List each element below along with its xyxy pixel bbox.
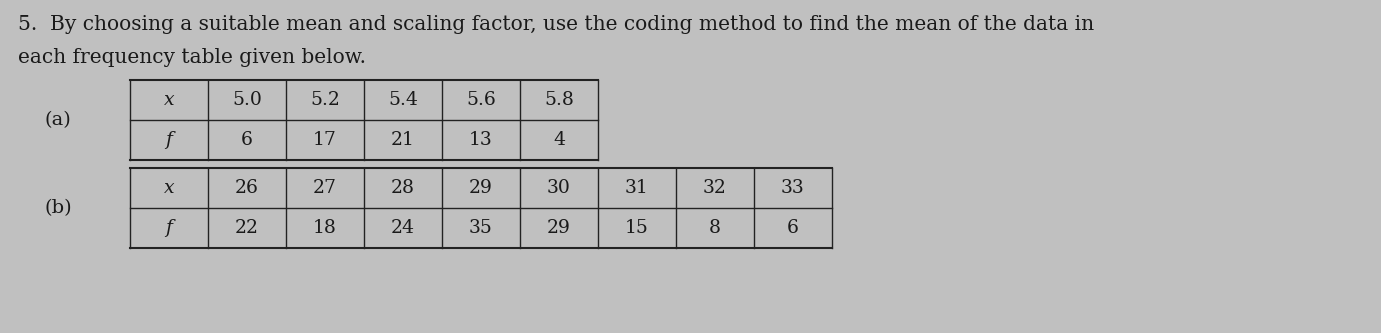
- Text: each frequency table given below.: each frequency table given below.: [18, 48, 366, 67]
- Text: 29: 29: [470, 179, 493, 197]
- Text: 21: 21: [391, 131, 414, 149]
- Text: x: x: [164, 91, 174, 109]
- Text: 27: 27: [313, 179, 337, 197]
- Text: f: f: [166, 219, 173, 237]
- Text: 5.4: 5.4: [388, 91, 418, 109]
- Text: 33: 33: [782, 179, 805, 197]
- Text: (b): (b): [46, 199, 73, 217]
- Text: x: x: [164, 179, 174, 197]
- Text: 22: 22: [235, 219, 260, 237]
- Text: 6: 6: [242, 131, 253, 149]
- Text: 5.  By choosing a suitable mean and scaling factor, use the coding method to fin: 5. By choosing a suitable mean and scali…: [18, 15, 1094, 34]
- Text: 5.8: 5.8: [544, 91, 574, 109]
- Text: (a): (a): [46, 111, 72, 129]
- Text: 35: 35: [470, 219, 493, 237]
- Text: f: f: [166, 131, 173, 149]
- Text: 31: 31: [626, 179, 649, 197]
- Text: 8: 8: [708, 219, 721, 237]
- Text: 6: 6: [787, 219, 800, 237]
- Text: 13: 13: [470, 131, 493, 149]
- Text: 17: 17: [313, 131, 337, 149]
- Text: 18: 18: [313, 219, 337, 237]
- Text: 4: 4: [552, 131, 565, 149]
- Text: 15: 15: [626, 219, 649, 237]
- Text: 5.0: 5.0: [232, 91, 262, 109]
- Text: 26: 26: [235, 179, 260, 197]
- Text: 5.2: 5.2: [311, 91, 340, 109]
- Text: 28: 28: [391, 179, 416, 197]
- Text: 32: 32: [703, 179, 726, 197]
- Text: 5.6: 5.6: [467, 91, 496, 109]
- Text: 29: 29: [547, 219, 570, 237]
- Text: 30: 30: [547, 179, 570, 197]
- Text: 24: 24: [391, 219, 416, 237]
